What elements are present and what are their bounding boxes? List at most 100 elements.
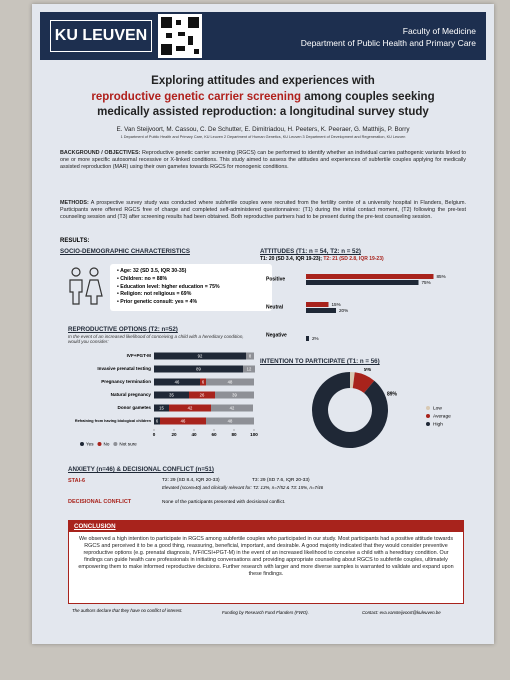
value-label: 15 <box>159 405 164 410</box>
stai-t2: T2: 29 (SD 8.4, IQR 20-33) <box>162 478 220 483</box>
legend-swatch <box>426 414 430 418</box>
title-line: medically assisted reproduction: a longi… <box>97 106 429 119</box>
bar-segment <box>169 404 211 412</box>
value-label: 46 <box>181 418 186 423</box>
paragraph: We observed a high intention to particip… <box>78 536 454 578</box>
value-label: 75% <box>422 280 431 285</box>
value-label: 20% <box>339 308 348 313</box>
socio-item: • Education level: higher education = 75… <box>117 283 220 290</box>
value-label: 6 <box>202 379 205 384</box>
title: Exploring attitudes and experiences with… <box>52 74 474 121</box>
legend-swatch <box>426 422 430 426</box>
people-icon <box>69 267 103 305</box>
value-label: 92 <box>198 353 203 358</box>
legend-swatch <box>426 406 430 410</box>
bar <box>306 308 336 313</box>
bar-segment <box>154 391 189 399</box>
value-label: 35 <box>169 392 174 397</box>
category-label: Positive <box>266 276 285 282</box>
bar-segment <box>200 378 206 386</box>
bar-segment <box>154 352 246 360</box>
bar-segment <box>206 378 254 386</box>
stai-t3: T3: 29 (SD 7.6, IQR 20-33) <box>252 478 310 483</box>
x-tick-label: 20 <box>171 432 177 437</box>
bar-segment <box>206 417 254 425</box>
x-tick-label: 60 <box>211 432 217 437</box>
value-label: 89% <box>387 391 398 397</box>
title-highlight: reproductive genetic carrier screening <box>91 90 302 103</box>
category-label: Pregnancy termination <box>101 379 151 384</box>
value-label: 46 <box>175 379 180 384</box>
legend-label: Not sure <box>119 442 137 447</box>
value-label: 42 <box>188 405 193 410</box>
category-label: Neutral <box>266 304 284 310</box>
conclusion-box: CONCLUSION We observed a high intention … <box>68 520 464 604</box>
section-heading: CONCLUSION <box>69 521 463 532</box>
value-label: 48 <box>228 379 233 384</box>
bar <box>306 280 419 285</box>
legend-label: Yes <box>86 442 94 447</box>
x-tick-label: 80 <box>231 432 237 437</box>
section-heading: SOCIO-DEMOGRAPHIC CHARACTERISTICS <box>60 248 190 255</box>
paragraph: Reproductive genetic carrier screening (… <box>60 150 467 171</box>
bar-segment <box>211 404 253 412</box>
x-tick-label: 100 <box>250 432 258 437</box>
category-label: Negative <box>266 332 287 338</box>
options-chart: IVF+PGT-M 92 8 Invasive prenatal testing 89 1… <box>75 352 258 447</box>
legend-label: High <box>433 422 443 428</box>
value-label: 8 <box>249 353 252 358</box>
chart-subtitle: T2: 21 (SD 2.8, IQR 19-23) <box>323 256 384 262</box>
affiliations: 1 Department of Public Health and Primar… <box>120 135 406 139</box>
footer-contact: Contact: eva.vansteijvoort@kuleuven.be <box>362 610 441 615</box>
authors: E. Van Steijvoort, M. Cassou, C. De Schu… <box>116 126 410 133</box>
title-line: among couples seeking <box>304 90 435 103</box>
legend-label: Low <box>433 406 442 412</box>
socio-item: • Children: no = 88% <box>117 275 168 282</box>
x-tick-label: 0 <box>153 432 156 437</box>
category-label: Refraining from having biological childr… <box>75 419 152 423</box>
donut-slice <box>352 372 375 394</box>
bar-segment <box>154 365 243 373</box>
section-label: BACKGROUND / OBJECTIVES: <box>60 150 141 156</box>
bar-segment <box>154 404 169 412</box>
attitudes-chart: Positive 85% 75% Neutral 15%20% Negative 2% <box>266 274 446 341</box>
paragraph: A prospective survey study was conducted… <box>60 200 466 221</box>
value-label: 26 <box>200 392 205 397</box>
bar <box>306 302 329 307</box>
value-label: 42 <box>230 405 235 410</box>
legend-swatch <box>113 442 118 446</box>
legend-label: Average <box>433 414 451 420</box>
logo: KU LEUVEN <box>50 20 152 52</box>
row-label: STAI-6 <box>68 478 86 484</box>
intention-chart: 9% 89% Low Average High <box>312 368 451 448</box>
bar-segment <box>246 352 254 360</box>
socio-item: • Religion: not religious = 69% <box>117 291 192 298</box>
title-line: Exploring attitudes and experiences with <box>151 75 375 87</box>
category-label: IVF+PGT-M <box>127 353 152 358</box>
value-label: 15% <box>332 302 341 307</box>
value-label: 39 <box>232 392 237 397</box>
value-label: 48 <box>228 418 233 423</box>
methods: METHODS: A prospective survey study was … <box>60 200 466 221</box>
chart-subtitle: T1: 20 (SD 3.4, IQR 19-23); <box>260 256 322 262</box>
footer-coi: The authors declare that they have no co… <box>72 608 183 613</box>
row-label: DECISIONAL CONFLICT <box>68 499 132 505</box>
footer-funding: Funding by Research Fund Flanders (FWO). <box>222 610 309 615</box>
bar-segment <box>189 391 215 399</box>
donut-slice <box>312 372 388 448</box>
section-heading: ANXIETY (n=46) & DECISIONAL CONFLICT (n=… <box>68 466 214 473</box>
value-label: 12 <box>247 366 252 371</box>
value-label: 6 <box>156 418 159 423</box>
socio-item: • Age: 32 (SD 3.5, IQR 30-35) <box>117 268 187 274</box>
chart-subtitle: In the event of an increased likelihood … <box>68 334 244 344</box>
socio-box: • Age: 32 (SD 3.5, IQR 30-35) • Children:… <box>110 264 272 311</box>
legend-label: No <box>104 442 110 447</box>
value-label: 85% <box>437 274 446 279</box>
department: Department of Public Health and Primary … <box>300 37 476 48</box>
value-label: 2% <box>312 336 319 341</box>
dc-text: None of the participants presented with … <box>162 500 286 505</box>
legend-swatch <box>80 442 84 446</box>
value-label: 9% <box>364 368 372 373</box>
section-label: METHODS: <box>60 200 89 206</box>
bar-segment <box>243 365 255 373</box>
